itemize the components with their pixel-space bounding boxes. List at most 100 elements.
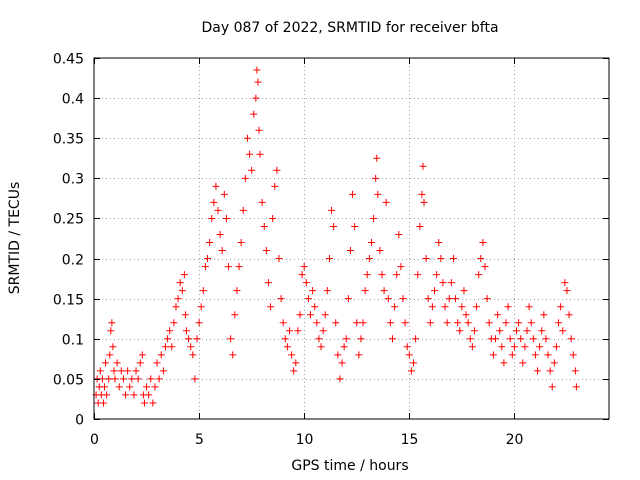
data-point (426, 319, 434, 327)
data-point (178, 287, 186, 295)
y-tick-label: 0.2 (62, 253, 84, 269)
data-point (155, 375, 163, 383)
data-point (349, 190, 357, 198)
data-point (111, 375, 119, 383)
data-point (185, 335, 193, 343)
axis-ticks: 0 0.05 0.1 0.15 0.2 0.25 0.3 0.35 0.4 0.45 0 5 10 15 2… (53, 52, 609, 448)
data-point (500, 359, 508, 367)
data-point (243, 134, 251, 142)
data-point (279, 319, 287, 327)
data-point (372, 174, 380, 182)
x-tick-label: 5 (195, 432, 204, 448)
data-point (210, 198, 218, 206)
data-point (418, 190, 426, 198)
data-point (431, 287, 439, 295)
data-point (399, 295, 407, 303)
data-point (98, 375, 106, 383)
y-tick-label: 0.15 (53, 293, 84, 309)
data-point (555, 319, 563, 327)
data-point (271, 182, 279, 190)
data-point (174, 295, 182, 303)
data-point (357, 335, 365, 343)
data-point (225, 263, 233, 271)
data-point (365, 255, 373, 263)
data-point (466, 335, 474, 343)
data-point (193, 335, 201, 343)
data-point (252, 94, 260, 102)
data-point (481, 263, 489, 271)
data-point (572, 383, 580, 391)
data-point (113, 359, 121, 367)
data-point (435, 239, 443, 247)
data-point (363, 271, 371, 279)
data-point (460, 287, 468, 295)
data-point (412, 335, 420, 343)
data-point (201, 263, 209, 271)
data-point (181, 311, 189, 319)
data-point (241, 174, 249, 182)
data-point (126, 383, 134, 391)
data-point (475, 271, 483, 279)
data-point (315, 335, 323, 343)
data-point (212, 182, 220, 190)
data-point (468, 343, 476, 351)
y-tick-label: 0.45 (53, 52, 84, 68)
data-point (119, 375, 127, 383)
data-point (311, 303, 319, 311)
data-point (199, 287, 207, 295)
data-point (283, 343, 291, 351)
data-point (391, 303, 399, 311)
data-point (346, 247, 354, 255)
data-point (485, 319, 493, 327)
y-tick-label: 0.4 (62, 92, 84, 108)
data-point (197, 303, 205, 311)
data-point (290, 367, 298, 375)
data-point (410, 359, 418, 367)
data-point (393, 271, 401, 279)
data-point (536, 343, 544, 351)
data-point (134, 375, 142, 383)
data-point (227, 335, 235, 343)
data-point (447, 279, 455, 287)
data-point (508, 351, 516, 359)
data-point (191, 375, 199, 383)
data-point (208, 214, 216, 222)
data-point (115, 383, 123, 391)
data-point (538, 327, 546, 335)
data-point (130, 391, 138, 399)
data-point (506, 335, 514, 343)
data-point (479, 239, 487, 247)
data-point (340, 343, 348, 351)
data-point (407, 367, 415, 375)
data-point (334, 351, 342, 359)
data-point (548, 383, 556, 391)
data-point (328, 206, 336, 214)
data-point (491, 335, 499, 343)
data-point (428, 303, 436, 311)
data-point (367, 239, 375, 247)
data-point (439, 279, 447, 287)
data-point (233, 287, 241, 295)
data-point (222, 214, 230, 222)
data-point (405, 351, 413, 359)
data-point (105, 375, 113, 383)
x-tick-label: 15 (401, 432, 419, 448)
data-point (136, 359, 144, 367)
data-point (124, 367, 132, 375)
data-point (128, 375, 136, 383)
data-point (361, 287, 369, 295)
data-point (353, 319, 361, 327)
data-point (269, 214, 277, 222)
data-point (542, 335, 550, 343)
data-point (285, 327, 293, 335)
data-point (132, 367, 140, 375)
data-point (122, 391, 130, 399)
data-point (239, 206, 247, 214)
data-point (313, 319, 321, 327)
data-point (523, 327, 531, 335)
chart-title: Day 087 of 2022, SRMTID for receiver bft… (201, 20, 498, 36)
data-point (380, 287, 388, 295)
grid-lines (94, 58, 609, 419)
data-point (256, 150, 264, 158)
